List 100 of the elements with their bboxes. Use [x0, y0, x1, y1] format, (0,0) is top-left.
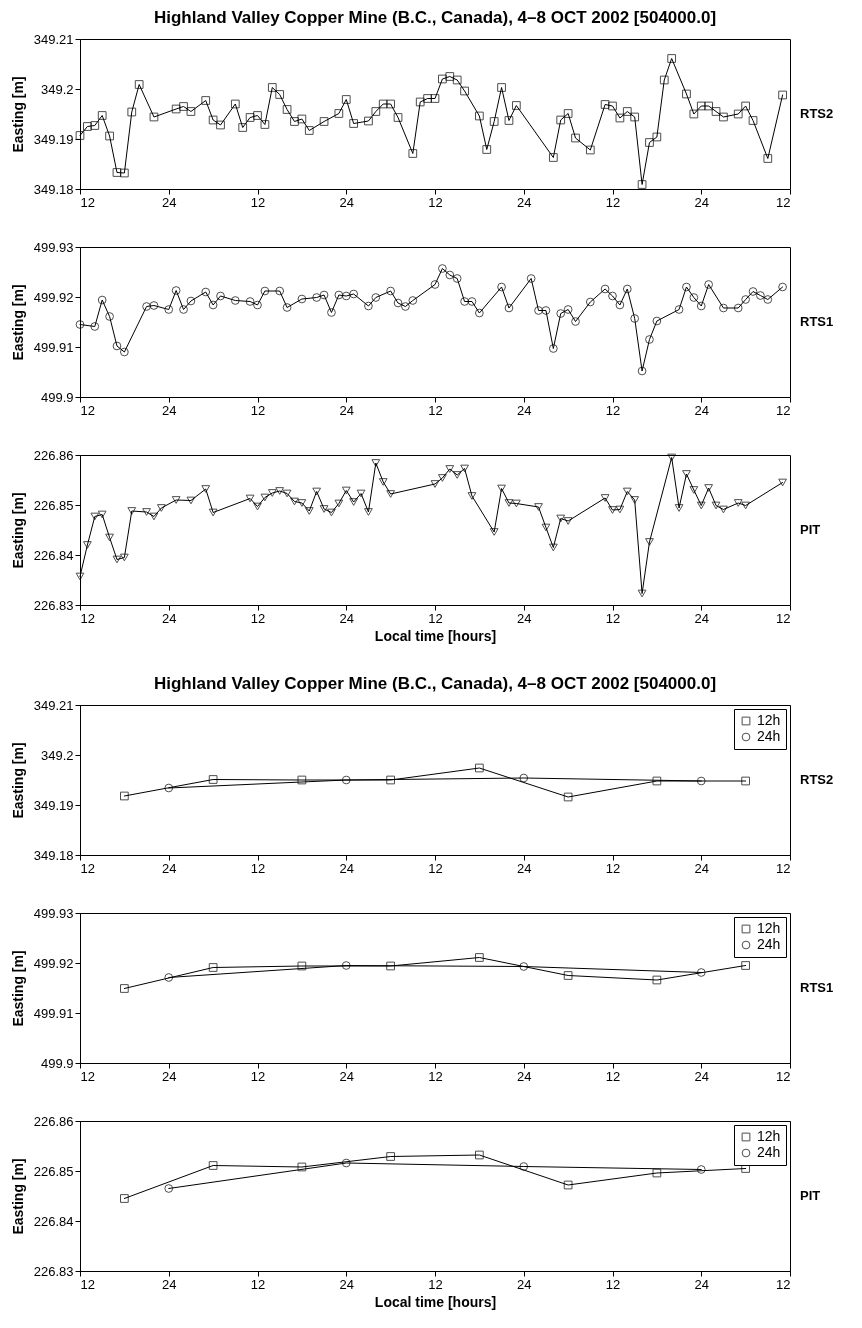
x-tick-label: 12	[605, 1068, 621, 1084]
x-tick-label: 12	[250, 1276, 266, 1292]
x-tick-label: 24	[162, 860, 177, 876]
x-tick-label: 24	[694, 194, 709, 210]
legend-label: 24h	[757, 728, 781, 744]
x-tick-label: 24	[162, 194, 177, 210]
x-tick-label: 12	[80, 1068, 95, 1084]
x-tick-label: 12	[250, 402, 266, 418]
y-tick-label: 499.9	[40, 389, 74, 405]
chart-title: Highland Valley Copper Mine (B.C., Canada), 4–8 OCT 2002 [504000.0]	[153, 674, 717, 693]
y-tick-label: 226.86	[33, 1113, 74, 1129]
x-tick-label: 12	[776, 1276, 791, 1292]
x-tick-label: 12	[428, 1276, 443, 1292]
legend-label: 24h	[757, 936, 781, 952]
x-tick-label: 24	[694, 1276, 709, 1292]
x-tick-label: 12	[80, 610, 95, 626]
y-tick-label: 226.85	[33, 497, 74, 513]
text: RTS2	[800, 772, 834, 787]
y-tick-label: 226.85	[33, 1163, 74, 1179]
y-tick-label: 349.18	[33, 847, 74, 863]
x-tick-label: 24	[339, 860, 354, 876]
x-tick-label: 12	[776, 402, 791, 418]
x-tick-label: 24	[517, 860, 532, 876]
y-tick-label: 499.93	[33, 239, 74, 255]
y-tick-label: 499.93	[33, 905, 74, 921]
x-tick-label: 12	[250, 610, 266, 626]
y-tick-label: 349.21	[33, 31, 74, 47]
x-tick-label: 24	[162, 1276, 177, 1292]
x-tick-label: 12	[776, 194, 791, 210]
y-tick-label: 226.83	[33, 597, 74, 613]
x-tick-label: 12	[80, 402, 95, 418]
x-tick-label: 24	[694, 402, 709, 418]
y-tick-label: 349.21	[33, 697, 74, 713]
x-tick-label: 24	[517, 1276, 532, 1292]
x-tick-label: 12	[605, 610, 621, 626]
y-tick-label: 499.92	[33, 955, 74, 971]
x-tick-label: 12	[776, 860, 791, 876]
y-tick-label: 499.91	[33, 339, 74, 355]
x-tick-label: 12	[776, 610, 791, 626]
y-axis-title: Easting [m]	[9, 1158, 26, 1235]
y-tick-label: 349.19	[33, 797, 74, 813]
x-tick-label: 24	[339, 1276, 354, 1292]
x-tick-label: 12	[80, 1276, 95, 1292]
x-tick-label: 12	[250, 860, 266, 876]
legend-label: 12h	[757, 920, 781, 936]
y-axis-title: Easting [m]	[9, 492, 26, 569]
x-tick-label: 12	[428, 402, 443, 418]
x-tick-label: 24	[339, 194, 354, 210]
legend-label: 12h	[757, 1128, 781, 1144]
x-tick-label: 12	[605, 860, 621, 876]
legend-label: 12h	[757, 712, 781, 728]
text: RTS1	[800, 980, 834, 995]
y-tick-label: 499.92	[33, 289, 74, 305]
x-tick-label: 12	[250, 1068, 266, 1084]
text: RTS1	[800, 314, 834, 329]
x-tick-label: 24	[517, 610, 532, 626]
x-tick-label: 24	[162, 610, 177, 626]
x-tick-label: 24	[694, 1068, 709, 1084]
y-tick-label: 499.9	[40, 1055, 74, 1071]
x-tick-label: 24	[339, 402, 354, 418]
text: PIT	[800, 522, 821, 537]
x-tick-label: 12	[605, 1276, 621, 1292]
x-tick-label: 24	[694, 610, 709, 626]
x-tick-label: 12	[80, 860, 95, 876]
x-tick-label: 24	[517, 194, 532, 210]
y-tick-label: 226.86	[33, 447, 74, 463]
y-axis-title: Easting [m]	[9, 950, 26, 1027]
text: PIT	[800, 1188, 821, 1203]
x-axis-title: Local time [hours]	[374, 627, 497, 644]
legend-label: 24h	[757, 1144, 781, 1160]
x-tick-label: 12	[428, 194, 443, 210]
x-tick-label: 12	[605, 402, 621, 418]
y-tick-label: 349.2	[40, 747, 74, 763]
x-tick-label: 12	[250, 194, 266, 210]
x-tick-label: 12	[776, 1068, 791, 1084]
y-tick-label: 349.18	[33, 181, 74, 197]
x-tick-label: 24	[162, 402, 177, 418]
y-tick-label: 226.84	[33, 1213, 74, 1229]
text: RTS2	[800, 106, 834, 121]
x-tick-label: 12	[80, 194, 95, 210]
x-tick-label: 24	[517, 1068, 532, 1084]
y-axis-title: Easting [m]	[9, 742, 26, 819]
x-axis-title: Local time [hours]	[374, 1293, 497, 1310]
y-tick-label: 349.19	[33, 131, 74, 147]
y-tick-label: 226.83	[33, 1263, 74, 1279]
x-tick-label: 12	[428, 1068, 443, 1084]
x-tick-label: 24	[694, 860, 709, 876]
y-tick-label: 499.91	[33, 1005, 74, 1021]
y-tick-label: 226.84	[33, 547, 74, 563]
y-axis-title: Easting [m]	[9, 284, 26, 361]
x-tick-label: 24	[517, 402, 532, 418]
x-tick-label: 24	[162, 1068, 177, 1084]
chart-title: Highland Valley Copper Mine (B.C., Canada), 4–8 OCT 2002 [504000.0]	[153, 8, 717, 27]
x-tick-label: 12	[605, 194, 621, 210]
x-tick-label: 12	[428, 610, 443, 626]
y-axis-title: Easting [m]	[9, 76, 26, 153]
y-tick-label: 349.2	[40, 81, 74, 97]
x-tick-label: 12	[428, 860, 443, 876]
x-tick-label: 24	[339, 1068, 354, 1084]
x-tick-label: 24	[339, 610, 354, 626]
